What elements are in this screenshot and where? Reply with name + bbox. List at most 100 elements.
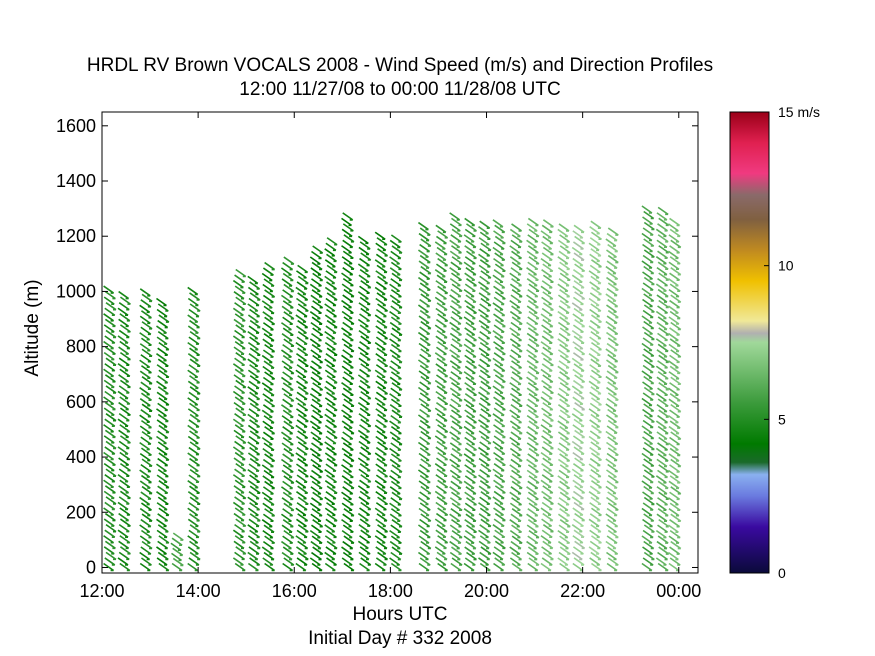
wind-barb	[449, 223, 461, 232]
wind-barb	[466, 442, 477, 451]
wind-barb	[479, 452, 491, 461]
wind-barb	[419, 353, 431, 363]
wind-barb	[542, 357, 554, 367]
wind-barb	[390, 508, 402, 517]
wind-barb	[478, 264, 490, 274]
wind-barb	[309, 475, 321, 484]
wind-barb	[494, 235, 506, 245]
wind-barb	[119, 396, 131, 405]
wind-barb	[478, 281, 489, 290]
wind-barb	[435, 307, 447, 317]
wind-barb	[478, 513, 490, 522]
wind-barb	[389, 513, 401, 523]
wind-barb	[389, 349, 401, 358]
wind-barb	[324, 386, 336, 395]
wind-barb	[542, 524, 554, 533]
wind-barb	[235, 435, 247, 444]
colorbar-top-label: 15 m/s	[778, 104, 820, 120]
wind-barb	[390, 371, 402, 380]
wind-barb	[297, 413, 309, 423]
wind-barb	[656, 486, 668, 495]
wind-barb	[280, 431, 292, 440]
wind-barb	[607, 436, 619, 445]
wind-barb	[434, 269, 446, 278]
wind-barb	[466, 497, 477, 506]
wind-barb	[141, 376, 153, 385]
wind-barb	[249, 529, 261, 539]
wind-barb	[232, 418, 244, 428]
wind-barb	[643, 276, 655, 286]
wind-barb	[510, 458, 522, 468]
wind-barb	[493, 285, 504, 295]
wind-barb	[377, 468, 389, 478]
wind-barb	[140, 447, 152, 456]
wind-barb	[607, 557, 619, 566]
wind-barb	[528, 310, 540, 320]
wind-barb	[641, 425, 653, 434]
wind-barb	[189, 402, 200, 412]
wind-barb	[358, 302, 370, 311]
wind-barb	[526, 267, 538, 276]
wind-barb	[263, 360, 275, 369]
wind-barb	[493, 269, 505, 278]
wind-barb	[657, 398, 669, 407]
x-axis-label: Hours UTC	[352, 604, 447, 625]
wind-barb	[479, 480, 491, 489]
wind-barb	[261, 327, 273, 337]
wind-barb	[324, 286, 336, 296]
wind-barb	[480, 408, 492, 417]
wind-barb	[418, 452, 430, 462]
wind-barb	[571, 413, 583, 422]
wind-barb	[264, 371, 276, 380]
wind-barb	[670, 540, 682, 550]
wind-barb	[118, 540, 130, 550]
wind-barb	[324, 303, 336, 312]
wind-barb	[572, 490, 584, 500]
wind-barb	[656, 294, 668, 303]
wind-barb	[324, 551, 336, 561]
wind-barb	[557, 267, 569, 276]
wind-barb	[574, 402, 586, 411]
wind-barb	[297, 303, 309, 312]
wind-barb	[494, 291, 506, 300]
wind-barb	[572, 341, 584, 350]
wind-barb	[492, 385, 504, 394]
wind-barb	[657, 360, 669, 369]
wind-barb	[281, 524, 293, 533]
wind-profile	[449, 212, 463, 572]
wind-barb	[527, 464, 539, 473]
wind-barb	[341, 327, 352, 336]
wind-barb	[103, 451, 115, 461]
wind-barb	[590, 341, 602, 351]
wind-barb	[509, 436, 521, 446]
wind-barb	[436, 274, 448, 284]
wind-barb	[390, 250, 402, 260]
wind-barb	[449, 551, 461, 561]
wind-barb	[451, 283, 463, 292]
wind-barb	[643, 441, 655, 451]
wind-barb	[509, 245, 521, 254]
wind-barb	[434, 490, 446, 500]
wind-barb	[493, 341, 504, 350]
wind-barb	[451, 228, 463, 238]
wind-barb	[436, 329, 448, 339]
wind-barb	[295, 507, 307, 517]
wind-barb	[657, 497, 669, 506]
wind-barb	[588, 546, 600, 555]
wind-barb	[571, 468, 583, 478]
wind-barb	[103, 379, 115, 389]
wind-barb	[643, 540, 655, 550]
wind-barb	[559, 519, 571, 528]
wind-barb	[341, 382, 352, 391]
y-tick-label: 1200	[56, 226, 96, 246]
wind-barb	[296, 419, 308, 428]
wind-barb	[312, 245, 324, 254]
wind-barb	[657, 277, 669, 287]
wind-barb	[493, 379, 505, 389]
wind-barb	[527, 535, 539, 544]
wind-barb	[590, 386, 602, 395]
wind-barb	[103, 562, 115, 572]
wind-barb	[326, 237, 338, 246]
wind-barb	[324, 413, 336, 423]
wind-barb	[465, 403, 477, 413]
